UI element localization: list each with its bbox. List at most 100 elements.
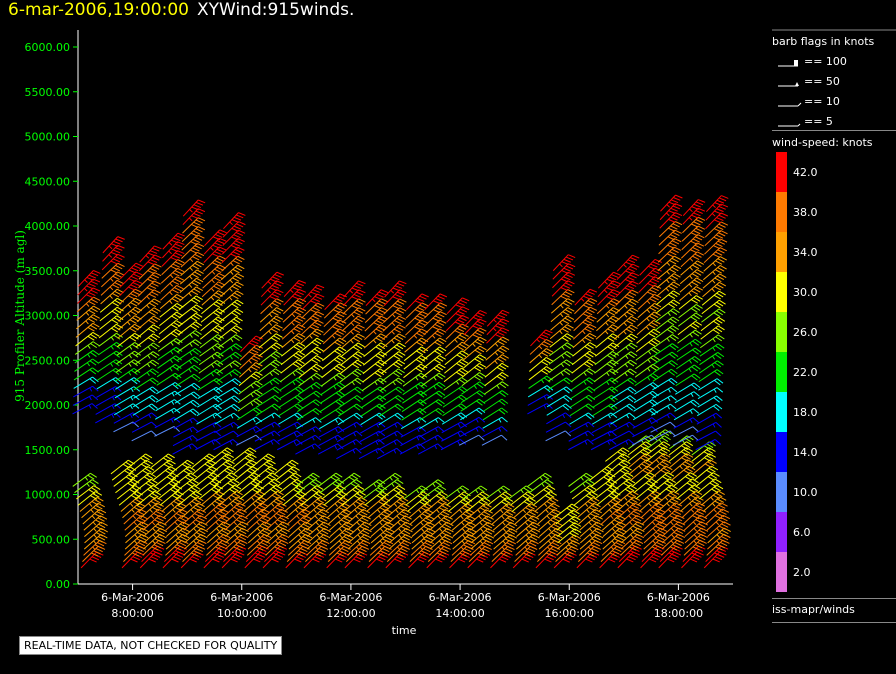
wind-barb-flag [189,436,192,441]
wind-barb-flag [375,355,383,360]
wind-barb-flag [420,521,424,526]
wind-barb-flag [235,266,243,272]
wind-barb-flag [611,386,619,392]
wind-barb-flag [399,280,407,285]
wind-barb-flag [587,291,595,295]
wind-barb-flag [421,346,429,352]
wind-barb-flag [389,476,393,481]
wind-barb-flag [612,289,621,294]
wind-barb-flag [147,261,155,266]
wind-barb-flag [350,339,354,344]
wind-barb [200,316,219,332]
wind-barb-flag [131,334,139,340]
wind-barb-flag [562,284,571,289]
wind-barb-flag [152,324,160,329]
wind-barb-flag [691,281,699,287]
wind-barb-flag [196,260,205,266]
barb-legend-tick [797,123,801,127]
wind-barb [75,331,94,347]
wind-barb-flag [212,414,216,419]
wind-barb [546,412,566,425]
wind-barb-flag [151,421,158,428]
wind-barb [247,521,265,537]
wind-barb [493,528,511,544]
wind-barb-flag [173,417,181,423]
wind-barb [143,527,161,544]
wind-barb [568,439,589,451]
wind-barb-flag [482,525,490,531]
wind-barb-flag [436,330,444,335]
wind-barb-flag [590,513,598,518]
wind-barb [574,297,591,315]
wind-barb-flag [339,485,347,490]
wind-barb-flag [151,300,159,305]
wind-barb-flag [95,504,103,510]
wind-barb-flag [192,399,200,406]
wind-barb-flag [690,393,694,397]
wind-barb-flag [276,280,284,285]
wind-barb-flag [184,461,192,467]
wind-barb-flag [670,484,678,490]
wind-barb-flag [128,269,137,274]
wind-barb-flag [193,527,197,532]
wind-barb [400,434,421,447]
wind-barb-flag [255,335,263,340]
wind-barb [551,280,568,297]
wind-barb-flag [231,509,235,513]
wind-barb-flag [239,508,247,513]
wind-barb-flag [193,550,201,555]
wind-barb-flag [170,256,178,261]
wind-barb [182,508,200,525]
wind-barb-flag [401,542,410,547]
wind-barb-flag [146,474,154,480]
wind-barb-flag [415,359,423,364]
wind-barb-flag [480,485,488,491]
wind-barb-flag [171,400,175,405]
wind-barb-flag [392,313,396,318]
wind-barb-flag [626,414,630,419]
wind-barb-flag [95,548,103,553]
wind-barb-flag [396,326,404,331]
wind-barb [420,381,440,396]
wind-barb [557,528,575,544]
wind-barb-flag [669,353,676,359]
wind-barb-flag [269,287,277,292]
wind-barb-flag [630,550,638,555]
wind-barb-flag [254,509,258,513]
wind-barb-flag [590,491,598,496]
wind-barb-flag [314,348,322,354]
wind-barb-flag [419,313,427,318]
speed-scale-label: 10.0 [793,486,818,499]
wind-barb-flag [566,359,573,365]
wind-barb-flag [88,300,96,306]
wind-barb-flag [438,521,442,526]
wind-barb [516,534,534,550]
wind-barb-flag [314,295,323,300]
wind-barb-flag [214,259,222,265]
wind-barb-flag [691,357,699,363]
wind-barb-flag [695,236,703,241]
wind-barb-flag [543,368,551,373]
wind-barb [423,302,441,319]
wind-barb-flag [687,459,695,464]
wind-barb [159,294,178,310]
wind-barb-flag [209,482,217,488]
wind-barb-flag [716,387,724,393]
wind-barb-flag [669,412,677,419]
wind-barb-flag [112,387,116,392]
wind-barb-flag [720,238,728,243]
wind-barb [464,310,481,327]
wind-barb-flag [235,257,243,263]
wind-barb-flag [148,319,156,325]
wind-barb-flag [606,287,614,292]
wind-barb-flag [715,234,724,239]
wind-barb-flag [297,527,302,532]
wind-barb-flag [358,280,366,285]
wind-barb-flag [233,395,241,401]
wind-barb-flag [193,391,200,397]
wind-barb [76,296,94,313]
wind-barb-flag [316,485,324,490]
wind-barb-flag [718,205,726,210]
wind-barb-flag [626,293,634,299]
wind-barb [637,293,655,310]
